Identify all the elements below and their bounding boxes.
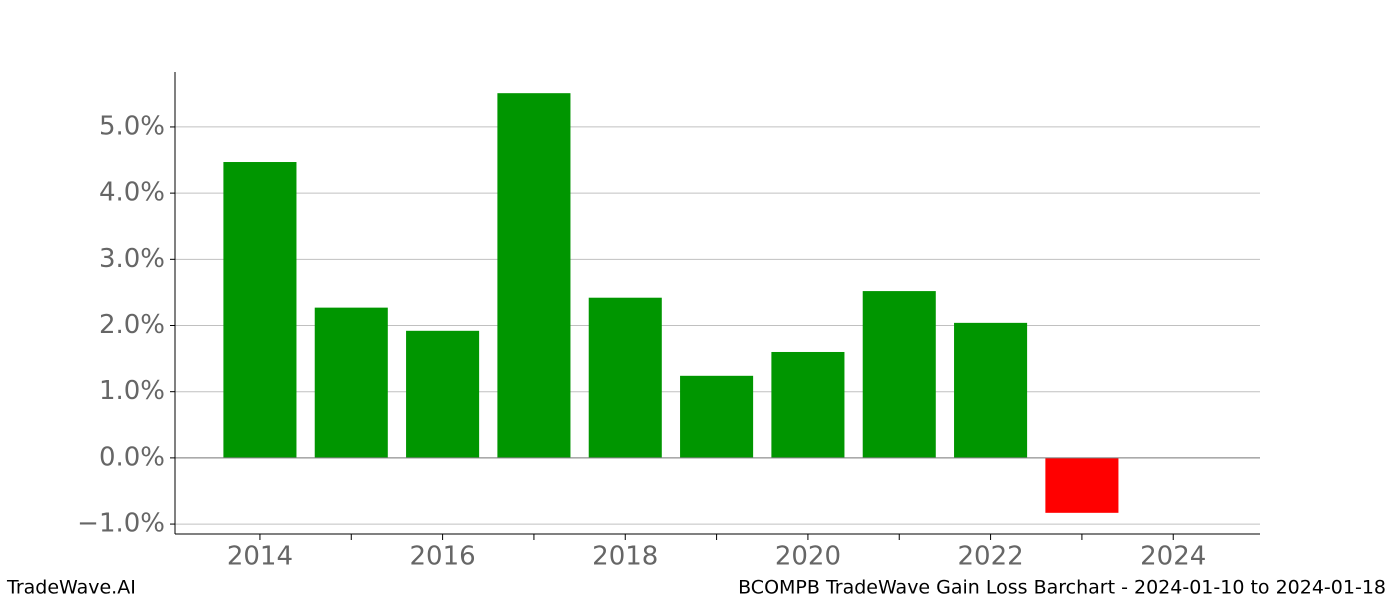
y-tick-label: 2.0% <box>99 310 165 340</box>
bar <box>771 351 845 458</box>
bar <box>862 291 936 458</box>
bar <box>680 375 754 458</box>
bar <box>588 297 662 458</box>
y-tick-label: 3.0% <box>99 244 165 274</box>
x-tick-label: 2014 <box>227 542 293 572</box>
bar <box>954 322 1028 458</box>
x-tick-label: 2020 <box>775 542 841 572</box>
bar <box>406 330 480 458</box>
x-tick-label: 2018 <box>592 542 658 572</box>
y-tick-label: −1.0% <box>77 509 165 539</box>
bar <box>1045 457 1119 513</box>
bar <box>223 162 297 458</box>
y-tick-label: 4.0% <box>99 178 165 208</box>
y-tick-label: 0.0% <box>99 442 165 472</box>
y-tick-label: 5.0% <box>99 111 165 141</box>
x-tick-label: 2024 <box>1140 542 1206 572</box>
brand: TradeWave.AI <box>6 577 136 599</box>
x-tick-label: 2022 <box>957 542 1023 572</box>
chart-title: BCOMPB TradeWave Gain Loss Barchart - 20… <box>738 577 1386 599</box>
x-tick-label: 2016 <box>410 542 476 572</box>
y-tick-label: 1.0% <box>99 376 165 406</box>
bar <box>314 307 388 458</box>
bar <box>497 93 571 458</box>
